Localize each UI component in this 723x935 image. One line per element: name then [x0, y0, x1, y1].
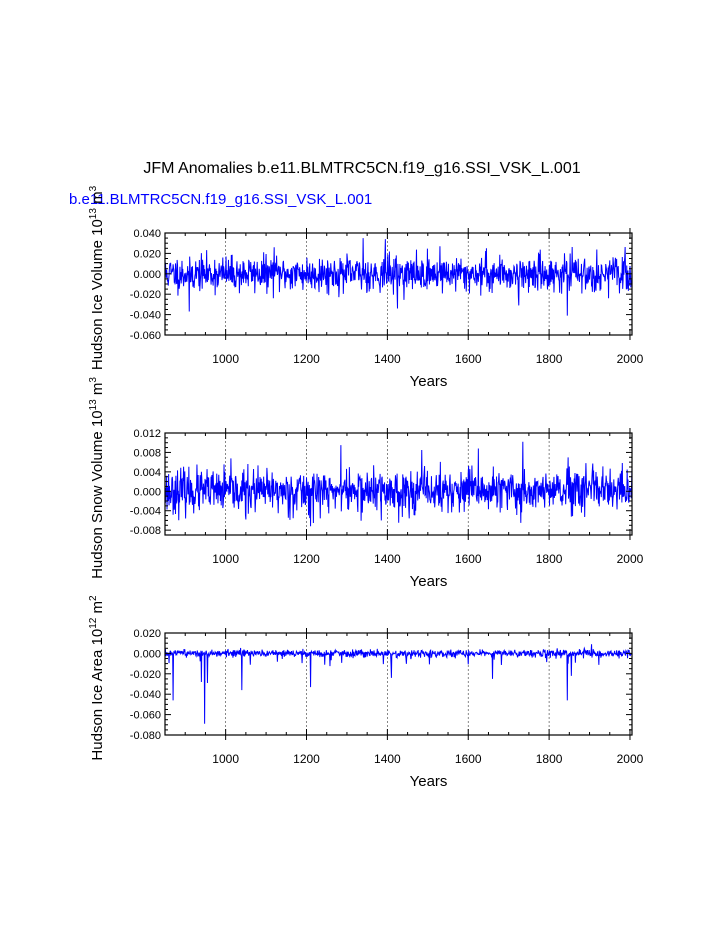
series-line — [164, 441, 633, 527]
y-axis-label: Hudson Ice Area 1012 m2 — [88, 595, 106, 761]
y-tick-label: -0.060 — [130, 330, 161, 342]
x-axis-label: Years — [410, 573, 448, 590]
y-axis-label: Hudson Ice Volume 1013 m3 — [88, 185, 106, 370]
page-subtitle: b.e11.BLMTRC5CN.f19_g16.SSI_VSK_L.001 — [69, 191, 372, 208]
y-tick-label: 0.004 — [133, 467, 161, 479]
y-axis-label: Hudson Snow Volume 1013 m3 — [88, 377, 106, 579]
y-label-unit: m — [89, 601, 106, 618]
x-tick-label: 2000 — [617, 552, 644, 566]
x-tick-label: 1000 — [212, 552, 239, 566]
x-tick-label: 1800 — [536, 552, 563, 566]
x-tick-label: 1200 — [293, 352, 320, 366]
y-label-exponent: 13 — [88, 399, 99, 411]
y-label-main: Hudson Ice Area 10 — [89, 629, 106, 761]
y-label-exponent: 12 — [88, 617, 99, 629]
x-tick-label: 1400 — [374, 552, 401, 566]
x-tick-label: 1400 — [374, 752, 401, 766]
x-axis-label: Years — [410, 773, 448, 790]
y-label-unit: m — [89, 191, 106, 208]
x-axis-label: Years — [410, 373, 448, 390]
y-tick-label: 0.020 — [133, 628, 161, 640]
x-tick-label: 1800 — [536, 352, 563, 366]
plot-frame — [164, 632, 633, 736]
x-tick-label: 1000 — [212, 352, 239, 366]
y-tick-label: -0.040 — [130, 689, 161, 701]
y-tick-label: 0.000 — [133, 486, 161, 498]
series-line — [164, 644, 633, 724]
series-line — [164, 238, 633, 316]
y-label-main: Hudson Snow Volume 10 — [89, 410, 106, 578]
panel-ice-volume: 1000 1200 1400 1600 1800 2000 -0.060 -0.040 -0.0… — [88, 185, 644, 390]
y-tick-label: 0.012 — [133, 428, 161, 440]
panel-ice-area: 1000 1200 1400 1600 1800 2000 -0.080 -0.060 -0.0… — [88, 595, 644, 790]
x-tick-label: 2000 — [617, 752, 644, 766]
y-tick-label: 0.000 — [133, 648, 161, 660]
y-label-exponent: 13 — [88, 208, 99, 220]
y-tick-label: 0.040 — [133, 228, 161, 240]
y-label-unit-exponent: 3 — [88, 185, 99, 191]
y-tick-label: -0.020 — [130, 669, 161, 681]
page-title: JFM Anomalies b.e11.BLMTRC5CN.f19_g16.SS… — [143, 160, 580, 177]
y-tick-label: -0.004 — [130, 506, 161, 518]
x-tick-label: 1200 — [293, 752, 320, 766]
y-label-unit-exponent: 3 — [88, 377, 99, 383]
y-tick-label: -0.080 — [130, 730, 161, 742]
x-tick-label: 1400 — [374, 352, 401, 366]
x-tick-label: 1800 — [536, 752, 563, 766]
panel-snow-volume: 1000 1200 1400 1600 1800 2000 -0.008 -0.004 0.00… — [88, 377, 644, 590]
y-label-unit-exponent: 2 — [88, 595, 99, 601]
x-tick-label: 1200 — [293, 552, 320, 566]
y-tick-label: -0.040 — [130, 310, 161, 322]
x-tick-label: 1000 — [212, 752, 239, 766]
x-tick-label: 2000 — [617, 352, 644, 366]
y-label-main: Hudson Ice Volume 10 — [89, 219, 106, 370]
plot-frame — [164, 432, 633, 536]
y-tick-label: 0.000 — [133, 269, 161, 281]
x-tick-label: 1600 — [455, 752, 482, 766]
y-tick-label: 0.020 — [133, 248, 161, 260]
y-tick-label: 0.008 — [133, 447, 161, 459]
y-tick-label: -0.020 — [130, 289, 161, 301]
y-tick-label: -0.008 — [130, 525, 161, 537]
x-tick-label: 1600 — [455, 552, 482, 566]
x-tick-label: 1600 — [455, 352, 482, 366]
y-label-unit: m — [89, 383, 106, 400]
y-tick-label: -0.060 — [130, 710, 161, 722]
